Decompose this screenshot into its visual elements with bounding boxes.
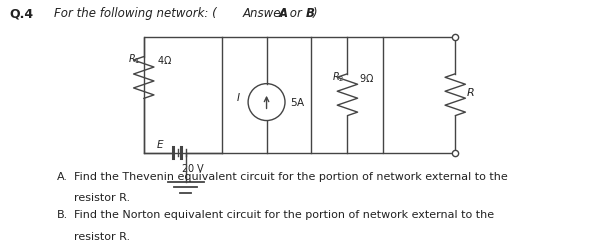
Text: $20\ \mathrm{V}$: $20\ \mathrm{V}$ (181, 162, 205, 174)
Bar (144, 37, 383, 153)
Text: or: or (286, 7, 305, 20)
Text: A: A (279, 7, 288, 20)
Text: Find the Thevenin equivalent circuit for the portion of network external to the: Find the Thevenin equivalent circuit for… (74, 172, 507, 182)
Text: $E$: $E$ (156, 138, 165, 150)
Text: $R_2$: $R_2$ (332, 70, 344, 84)
Text: Find the Norton equivalent circuit for the portion of network external to the: Find the Norton equivalent circuit for t… (74, 210, 494, 220)
Text: For the following network: (: For the following network: ( (54, 7, 217, 20)
Text: $4\Omega$: $4\Omega$ (157, 54, 172, 66)
Text: $R$: $R$ (466, 86, 474, 98)
Text: $9\Omega$: $9\Omega$ (359, 72, 374, 84)
Text: $5\mathrm{A}$: $5\mathrm{A}$ (290, 96, 305, 108)
Text: B: B (305, 7, 314, 20)
Text: $R_1$: $R_1$ (128, 53, 141, 66)
Text: Answer: Answer (243, 7, 290, 20)
Text: $I$: $I$ (236, 91, 241, 103)
Text: A.: A. (57, 172, 68, 182)
Text: B.: B. (57, 210, 68, 220)
Text: Q.4: Q.4 (9, 7, 33, 20)
Text: ): ) (313, 7, 317, 20)
Text: resistor R.: resistor R. (74, 232, 130, 242)
Text: resistor R.: resistor R. (74, 193, 130, 203)
